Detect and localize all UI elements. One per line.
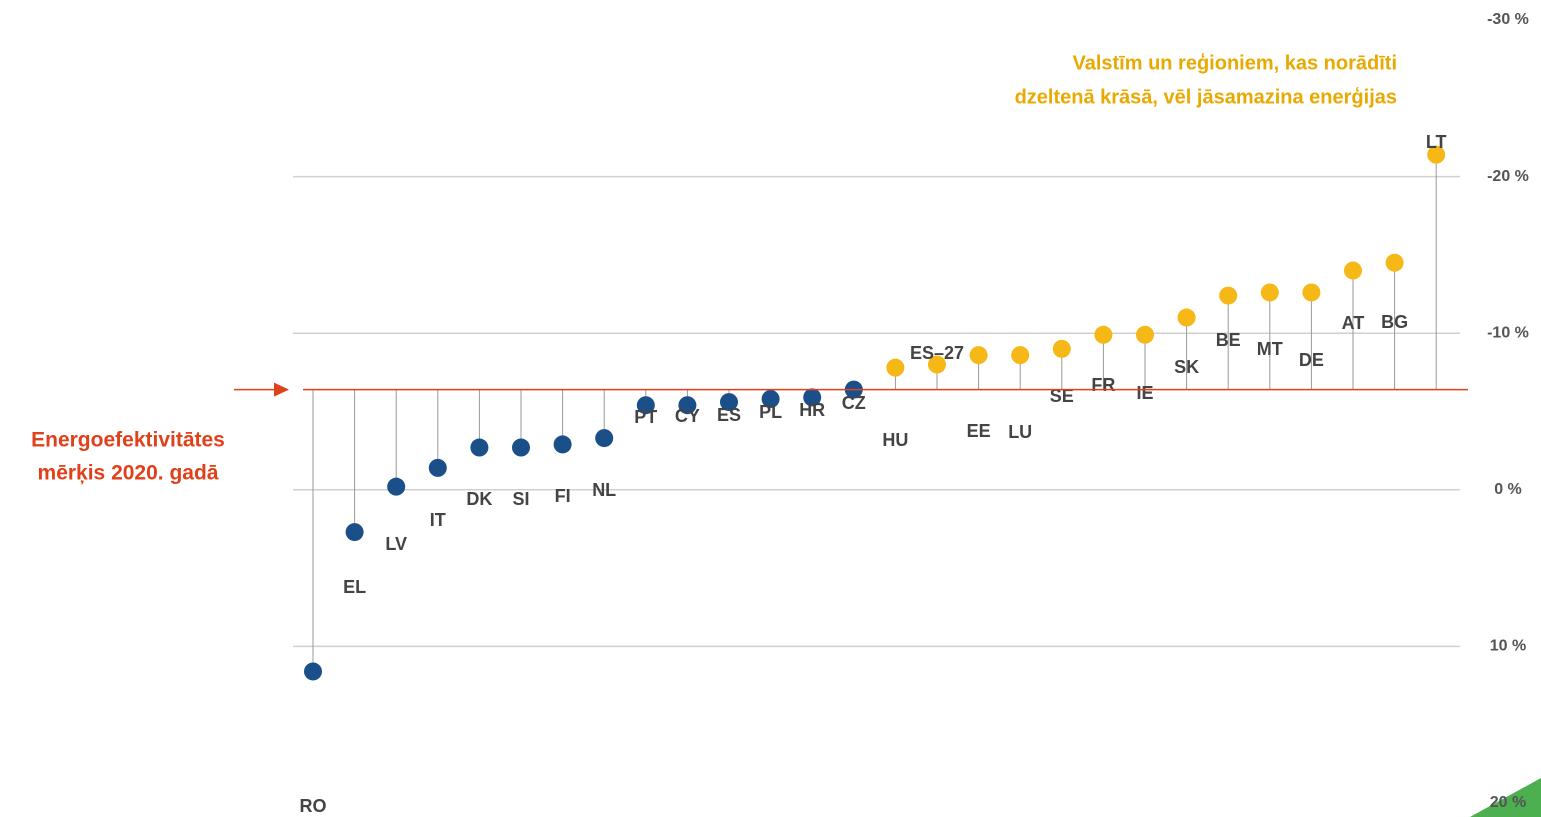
category-label: CZ xyxy=(842,393,866,413)
point xyxy=(595,429,614,448)
category-label: RO xyxy=(300,796,327,816)
category-label: NL xyxy=(592,480,616,500)
point xyxy=(969,346,988,365)
point xyxy=(1385,253,1404,272)
point xyxy=(304,662,322,681)
category-label: PT xyxy=(634,407,657,427)
point xyxy=(761,389,780,408)
y-tick-label: 20 % xyxy=(1490,794,1526,811)
point xyxy=(387,477,406,496)
category-label: SE xyxy=(1050,386,1074,406)
point xyxy=(553,435,572,454)
category-label: SI xyxy=(512,489,529,509)
point xyxy=(1219,286,1238,305)
category-label: IT xyxy=(430,510,446,530)
y-tick-label: -20 % xyxy=(1487,168,1529,185)
y-tick-label: -30 % xyxy=(1487,11,1529,28)
category-label: FR xyxy=(1091,375,1115,395)
point xyxy=(1011,346,1030,365)
annotation: dzeltenā krāsā, vēl jāsamazina enerģijas xyxy=(1015,86,1397,108)
category-label: MT xyxy=(1257,339,1283,359)
category-label: PL xyxy=(759,402,782,422)
point xyxy=(470,438,489,457)
point xyxy=(1427,145,1446,164)
category-label: LV xyxy=(385,534,407,554)
point xyxy=(1094,325,1113,344)
category-label: FI xyxy=(555,486,571,506)
point xyxy=(428,458,447,477)
point xyxy=(1136,325,1154,344)
category-label: IE xyxy=(1136,383,1153,403)
corner xyxy=(1470,778,1541,817)
annotation: Valstīm un reģioniem, kas norādīti xyxy=(1072,52,1397,74)
point xyxy=(803,388,822,407)
point xyxy=(1302,283,1321,302)
point xyxy=(1260,283,1279,302)
y-tick-label: -10 % xyxy=(1487,324,1529,341)
point xyxy=(1344,261,1362,280)
y-tick-label: 10 % xyxy=(1490,638,1526,655)
point xyxy=(512,438,530,457)
point xyxy=(345,523,364,542)
category-label: LT xyxy=(1426,132,1447,152)
target-label: Energoefektivitātes xyxy=(31,429,225,452)
category-label: BE xyxy=(1216,330,1241,350)
category-label: LU xyxy=(1008,422,1032,442)
y-tick-label: 0 % xyxy=(1494,481,1522,498)
category-label: EL xyxy=(343,577,366,597)
category-label: EE xyxy=(967,421,991,441)
point xyxy=(1177,308,1196,327)
category-label: SK xyxy=(1174,357,1199,377)
point xyxy=(678,396,697,415)
category-label: DK xyxy=(466,489,492,509)
point xyxy=(1052,339,1071,358)
point xyxy=(636,396,655,415)
point xyxy=(886,358,905,377)
category-label: BG xyxy=(1381,312,1408,332)
category-label: AT xyxy=(1342,313,1365,333)
category-label: CY xyxy=(675,406,700,426)
category-label: HU xyxy=(882,430,908,450)
target-arrow-head xyxy=(274,382,289,397)
point xyxy=(720,393,738,412)
point xyxy=(928,355,946,374)
category-label: DE xyxy=(1299,350,1324,370)
target-label: mērķis 2020. gadā xyxy=(38,462,219,485)
category-label: ES xyxy=(717,405,741,425)
category-label: HR xyxy=(799,400,825,420)
category-label: ES–27 xyxy=(910,343,964,363)
